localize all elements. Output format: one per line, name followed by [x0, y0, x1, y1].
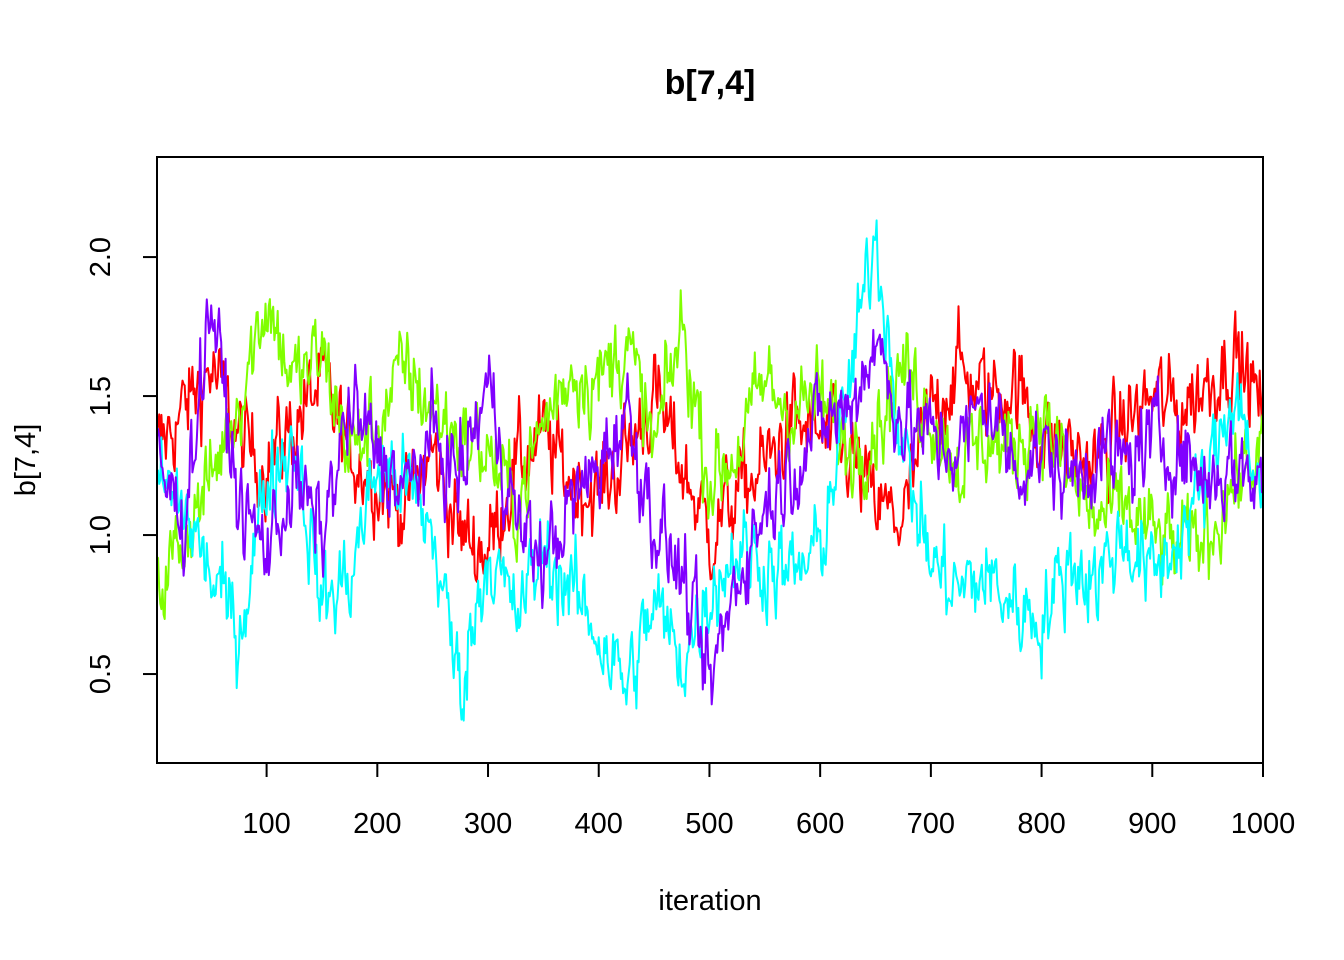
x-axis-label: iteration [658, 885, 761, 917]
x-tick-label: 700 [907, 808, 955, 840]
y-axis: 0.5 1.0 1.5 2.0 [85, 237, 158, 694]
x-tick-label: 600 [796, 808, 844, 840]
x-tick-label: 400 [575, 808, 623, 840]
series-line-2 [156, 289, 1264, 620]
x-tick-label: 200 [353, 808, 401, 840]
chart-title: b[7,4] [665, 64, 756, 102]
x-tick-label: 900 [1128, 808, 1176, 840]
y-tick-label: 1.5 [85, 376, 117, 416]
series-line-3 [156, 219, 1264, 722]
series-2 [156, 289, 1264, 620]
x-tick-label: 100 [242, 808, 290, 840]
series-3 [156, 219, 1264, 722]
series-4 [156, 298, 1264, 706]
x-tick-label: 800 [1017, 808, 1065, 840]
x-axis: 100 200 300 400 500 600 700 800 900 1000 [242, 762, 1296, 840]
y-tick-label: 0.5 [85, 654, 117, 694]
y-tick-label: 2.0 [85, 237, 117, 277]
y-tick-label: 1.0 [85, 515, 117, 555]
x-tick-label: 1000 [1231, 808, 1296, 840]
series-line-4 [156, 298, 1264, 706]
y-axis-label: b[7,4] [10, 424, 42, 497]
series-layer [156, 219, 1264, 722]
x-tick-label: 300 [464, 808, 512, 840]
x-tick-label: 500 [685, 808, 733, 840]
